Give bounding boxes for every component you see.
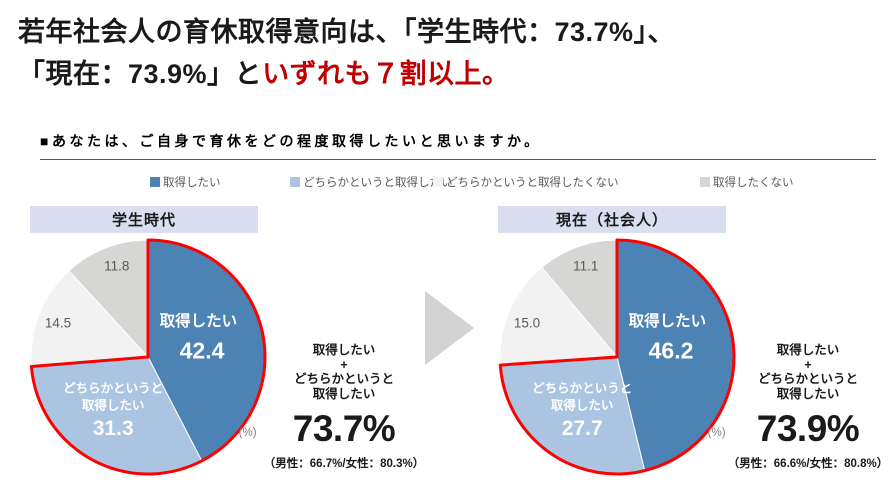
legend-item-0: 取得したい — [150, 174, 221, 190]
legend-label: 取得したい — [163, 177, 221, 189]
slice-value-somewhat-want: 27.7 — [561, 417, 603, 440]
legend-item-3: 取得したくない — [700, 174, 794, 190]
summary-plus: + — [340, 357, 348, 372]
summary-total-student: 73.7% — [292, 408, 396, 449]
slice-value-somewhat-not-want: 14.5 — [44, 315, 72, 331]
summary-line: どちらかというと — [293, 372, 394, 386]
legend-label: どちらかというと取得したい — [303, 177, 453, 189]
chart-header-current: 現在（社会人） — [498, 206, 726, 233]
unit-label: (%) — [707, 426, 726, 439]
slice-value-want: 42.4 — [179, 337, 225, 364]
page-title-line2-black: 「現在：73.9%」と — [18, 58, 263, 89]
slice-value-somewhat-not-want: 15.0 — [513, 315, 541, 331]
page-title-line1: 若年社会人の育休取得意向は、「学生時代：73.7%」、 — [18, 17, 676, 47]
highlight-outline — [498, 238, 736, 476]
legend-item-1: どちらかというと取得したい — [290, 174, 453, 190]
summary-line: 取得したい — [312, 386, 376, 401]
chart-header-student: 学生時代 — [30, 206, 258, 233]
slice-label-want: 取得したい — [159, 312, 238, 330]
gender-breakdown-student: （男性：66.7%/女性：80.3%） — [263, 458, 425, 470]
pie-svg-student — [29, 238, 267, 476]
page-title: 若年社会人の育休取得意向は、「学生時代：73.7%」、 「現在：73.9%」とい… — [18, 12, 878, 96]
legend-item-2: どちらかというと取得したくない — [433, 174, 619, 190]
slice-value-somewhat-want: 31.3 — [92, 417, 134, 440]
pie-svg-current — [498, 238, 736, 476]
slice-label-somewhat-want-line2: 取得したい — [81, 398, 145, 413]
pie-slice-3 — [541, 239, 618, 359]
summary-student: 取得したい + どちらかというと 取得したい 73.7% （男性：66.7%/女… — [258, 343, 430, 471]
slice-label-somewhat-want-line1: どちらかというと — [63, 381, 164, 396]
summary-line: 取得したい — [776, 386, 840, 401]
legend-swatch-icon — [150, 177, 160, 187]
summary-total-current: 73.9% — [756, 408, 860, 449]
pie-slice-2 — [499, 266, 619, 366]
pie-chart-current: 取得したい 46.2 どちらかというと 取得したい 27.7 15.0 11.1… — [497, 237, 737, 477]
summary-line: 取得したい — [312, 343, 376, 357]
slice-label-somewhat-want-line2: 取得したい — [550, 398, 614, 413]
arrow-right-icon — [425, 291, 474, 365]
unit-label: (%) — [238, 426, 257, 439]
gender-breakdown-current: （男性：66.6%/女性：80.8%） — [727, 458, 889, 470]
legend-label: どちらかというと取得したくない — [446, 177, 619, 189]
slice-value-not-want: 11.8 — [104, 258, 130, 274]
pie-slice-3 — [68, 239, 149, 359]
legend-swatch-icon — [433, 177, 443, 187]
page-title-line2-red: いずれも７割以上。 — [262, 58, 510, 89]
pie-chart-student: 取得したい 42.4 どちらかというと 取得したい 31.3 14.5 11.8… — [28, 237, 268, 477]
summary-plus: + — [804, 357, 812, 372]
page-title-line2: 「現在：73.9%」といずれも７割以上。 — [18, 54, 878, 96]
legend-label: 取得したくない — [713, 177, 794, 189]
summary-line: 取得したい — [776, 343, 840, 357]
summary-current: 取得したい + どちらかというと 取得したい 73.9% （男性：66.6%/女… — [722, 343, 893, 471]
legend-swatch-icon — [290, 177, 300, 187]
slice-value-not-want: 11.1 — [573, 258, 599, 274]
pie-slice-2 — [30, 270, 150, 368]
highlight-outline — [29, 238, 267, 476]
summary-line: どちらかというと — [757, 372, 858, 386]
slice-label-want: 取得したい — [628, 312, 707, 330]
legend-swatch-icon — [700, 177, 710, 187]
slice-label-somewhat-want-line1: どちらかというと — [532, 381, 633, 396]
survey-question-heading: ■あなたは、ご自身で育休をどの程度取得したいと思いますか。 — [40, 131, 876, 160]
slice-value-want: 46.2 — [648, 337, 694, 364]
